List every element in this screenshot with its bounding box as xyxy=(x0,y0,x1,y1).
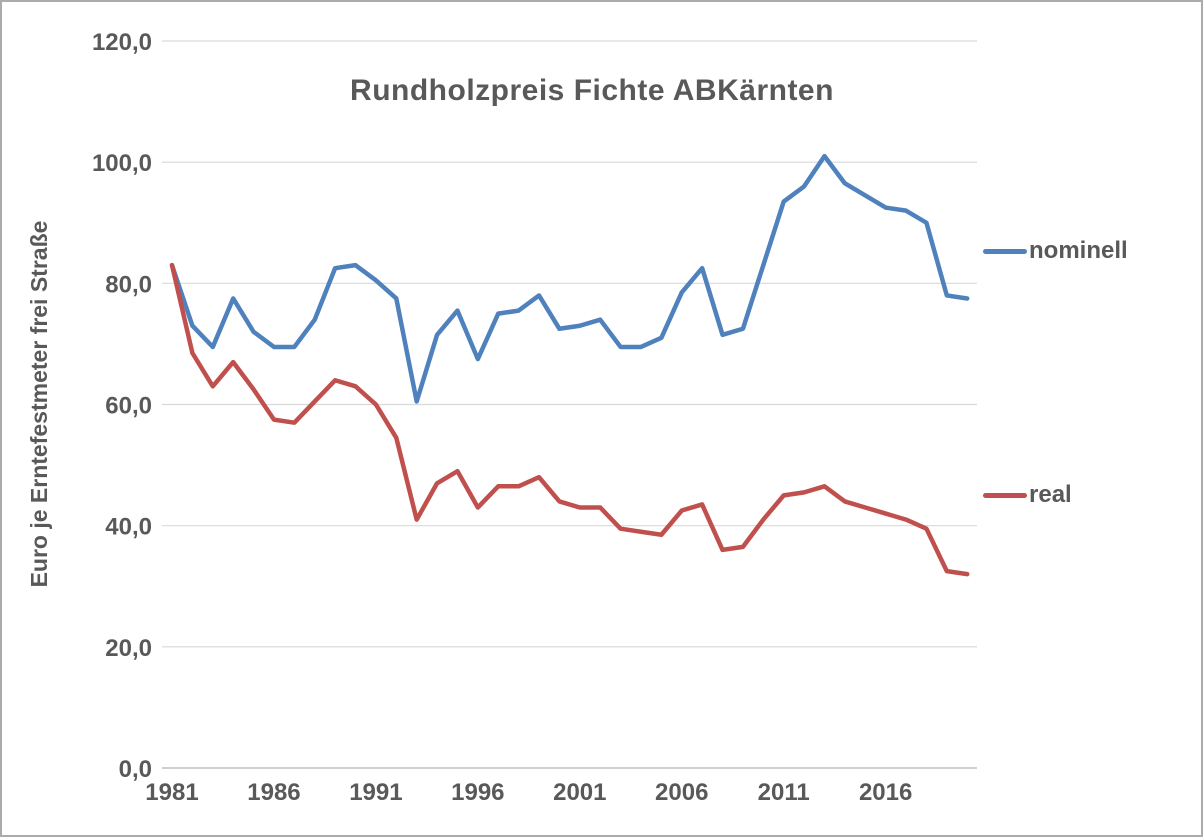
series-line-nominell xyxy=(169,153,970,404)
y-tick-label: 0,0 xyxy=(119,756,152,783)
y-tick-label: 40,0 xyxy=(105,514,152,541)
legend-label-real: real xyxy=(1029,481,1072,508)
x-tick-label: 1991 xyxy=(349,779,402,806)
y-tick-label: 120,0 xyxy=(92,29,152,56)
x-tick-label: 2006 xyxy=(655,779,708,806)
legend-line-sample-nominell xyxy=(983,248,1027,254)
y-tick-label: 60,0 xyxy=(105,393,152,420)
legend-line-sample-real xyxy=(983,492,1027,498)
legend-label-nominell: nominell xyxy=(1029,237,1128,264)
legend-item-real: real xyxy=(983,481,1072,509)
y-tick-label: 100,0 xyxy=(92,150,152,177)
chart-title: Rundholzpreis Fichte ABKärnten xyxy=(350,74,834,107)
x-tick-label: 2016 xyxy=(859,779,912,806)
x-tick-label: 2011 xyxy=(758,779,810,806)
y-axis-title: Euro je Erntefestmeter frei Straße xyxy=(26,220,52,588)
series-line-real xyxy=(169,262,970,577)
x-tick-label: 2001 xyxy=(553,779,606,806)
y-tick-label: 80,0 xyxy=(105,271,152,298)
legend-item-nominell: nominell xyxy=(983,237,1128,265)
y-tick-label: 20,0 xyxy=(105,635,152,662)
x-tick-label: 1996 xyxy=(451,779,504,806)
x-tick-label: 1981 xyxy=(145,779,198,806)
x-tick-label: 1986 xyxy=(247,779,300,806)
